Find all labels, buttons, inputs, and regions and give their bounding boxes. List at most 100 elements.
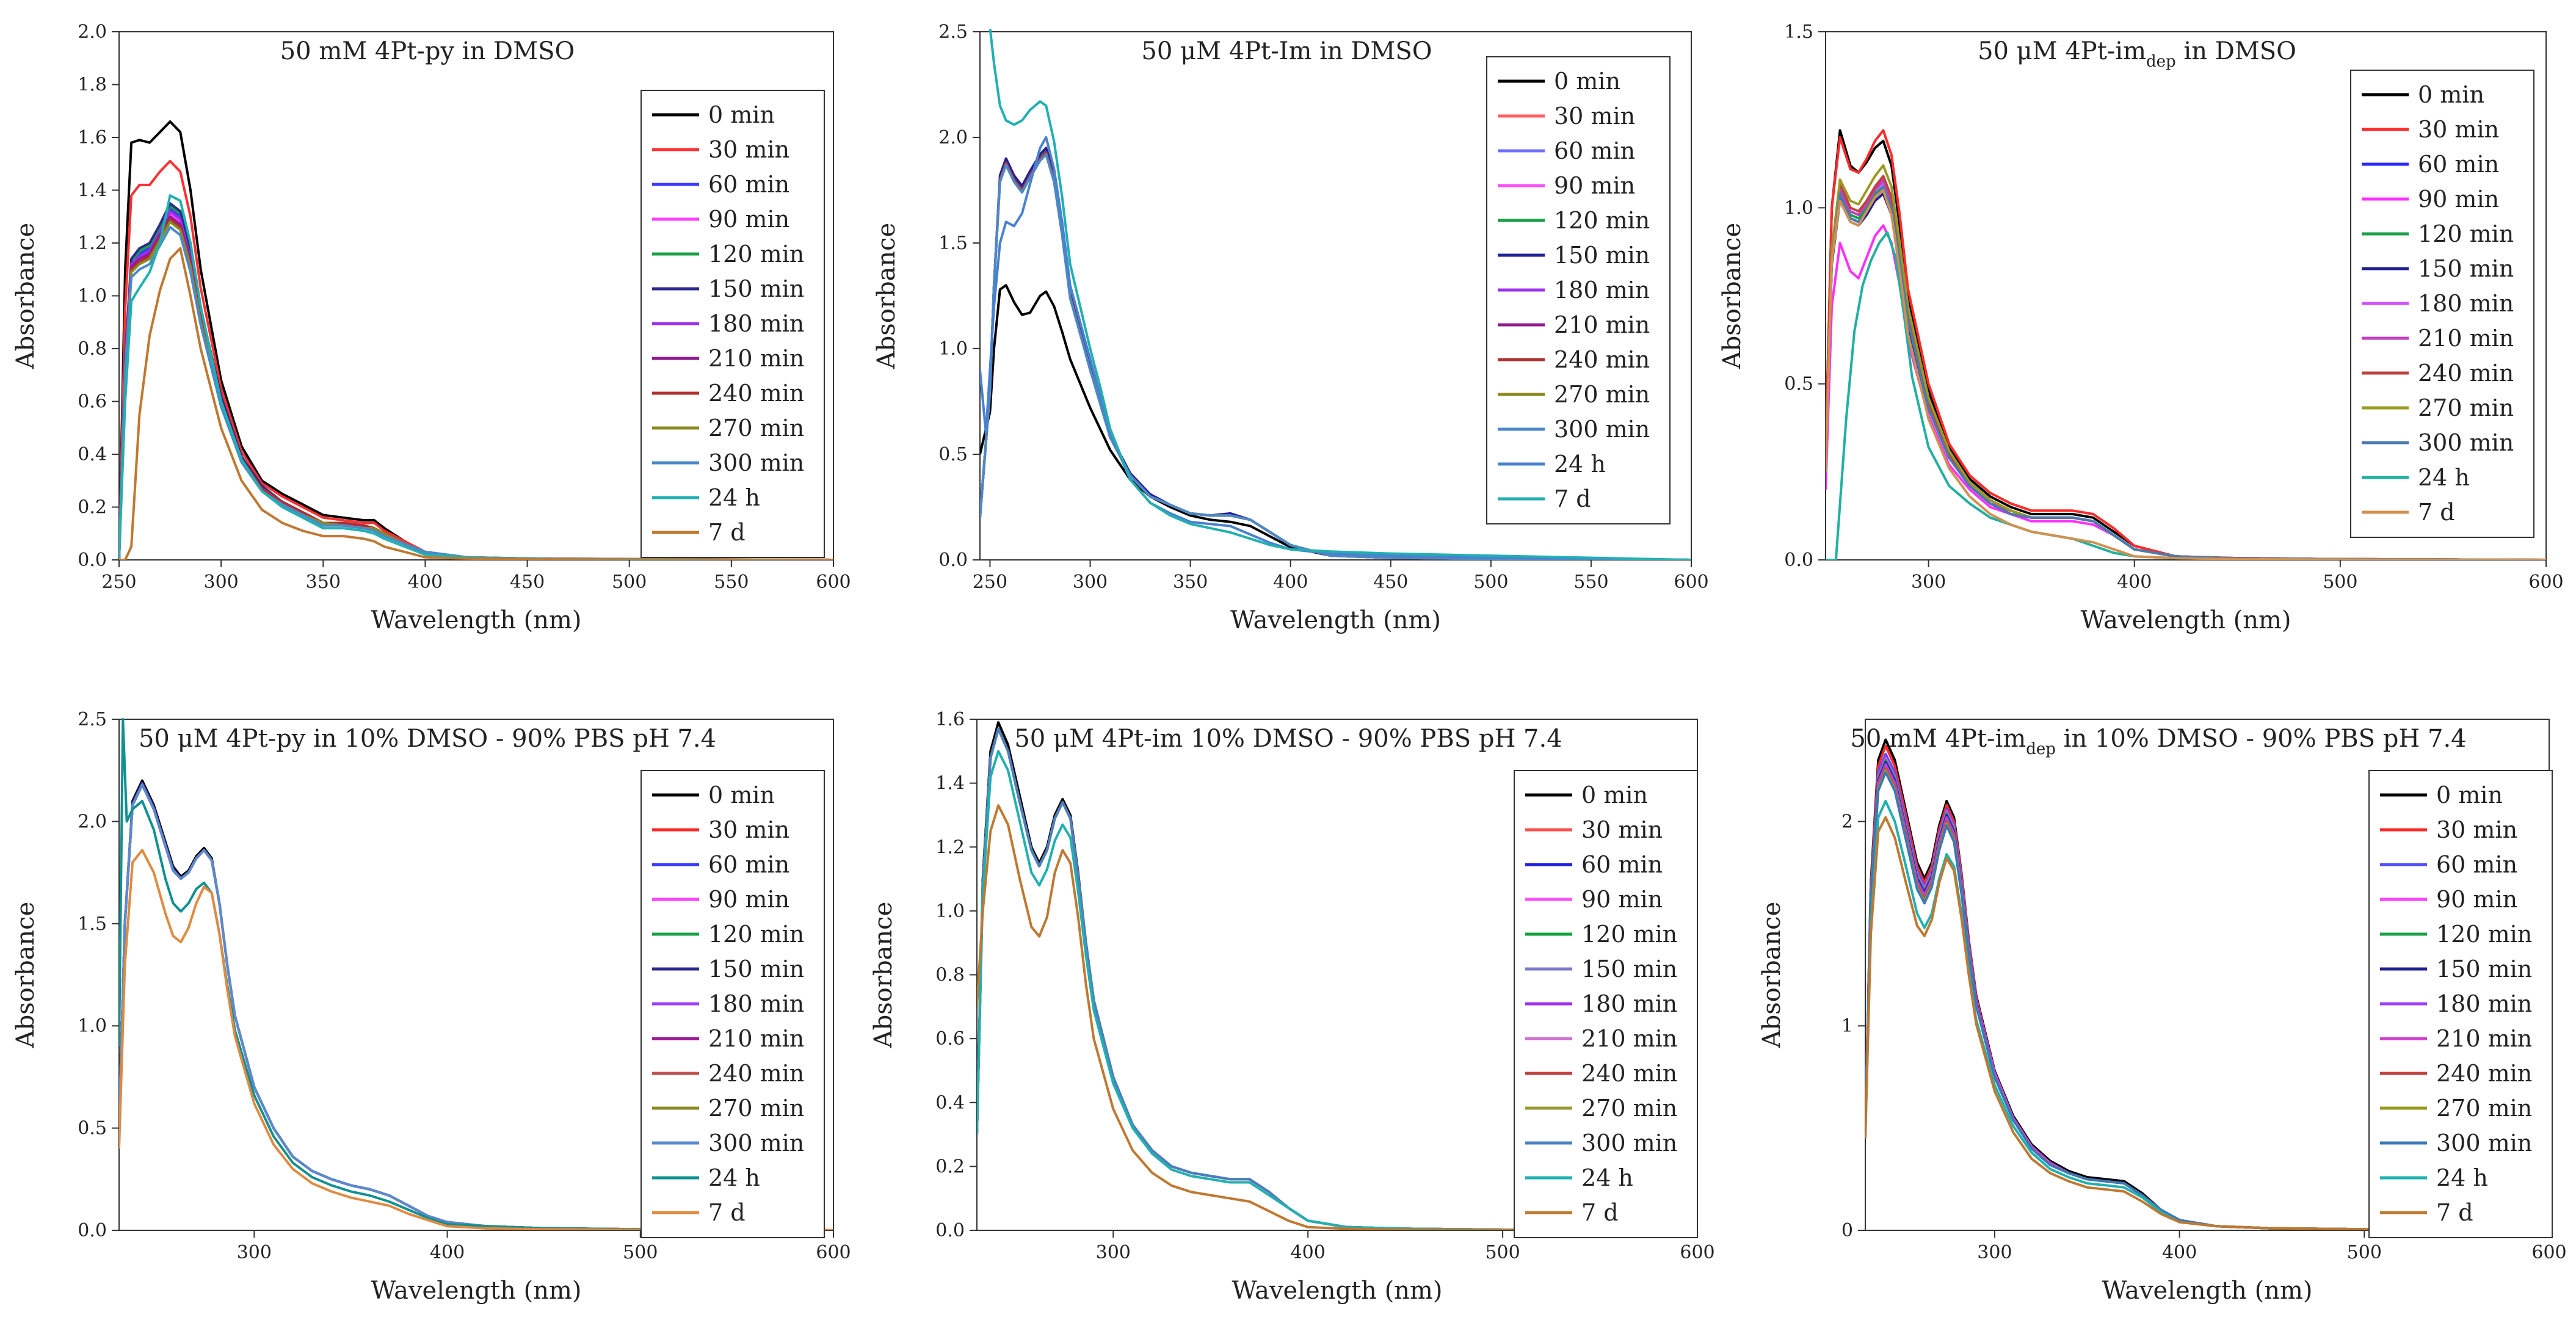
legend-entry: 0 min: [1554, 68, 1620, 95]
x-tick-label: 500: [1485, 1242, 1520, 1263]
legend-entry: 60 min: [2436, 851, 2517, 878]
legend-entry: 7 d: [1581, 1199, 1619, 1226]
y-tick-label: 1.0: [78, 1015, 107, 1037]
legend-entry: 270 min: [1554, 381, 1650, 408]
y-tick-label: 0.8: [935, 965, 965, 986]
x-tick-label: 300: [237, 1242, 272, 1263]
legend-entry: 30 min: [708, 136, 789, 163]
y-tick-label: 2.5: [78, 709, 107, 730]
legend-entry: 240 min: [1554, 346, 1650, 373]
legend-entry: 150 min: [708, 275, 804, 302]
x-axis-label: Wavelength (nm): [1232, 1277, 1442, 1305]
y-tick-label: 2.5: [938, 21, 968, 43]
legend-entry: 24 h: [708, 484, 760, 511]
x-tick-label: 300: [1977, 1242, 2012, 1263]
y-tick-label: 1.2: [78, 233, 107, 254]
x-tick-label: 500: [612, 571, 647, 593]
y-tick-label: 0.0: [78, 550, 107, 571]
y-tick-label: 0.4: [935, 1092, 965, 1114]
legend-entry: 24 h: [1581, 1164, 1633, 1191]
x-tick-label: 500: [623, 1242, 658, 1263]
y-tick-label: 2.0: [78, 811, 107, 832]
chart-title: 50 mM 4Pt-imdep in 10% DMSO - 90% PBS pH…: [1850, 725, 2466, 758]
x-axis-label: Wavelength (nm): [1230, 606, 1441, 634]
x-tick-label: 400: [1273, 571, 1308, 593]
legend-entry: 300 min: [2418, 429, 2514, 456]
x-tick-label: 250: [973, 571, 1007, 593]
series-line-12: [977, 750, 1697, 1230]
chart-title: 50 μM 4Pt-py in 10% DMSO - 90% PBS pH 7.…: [139, 725, 716, 753]
y-axis-label: Absorbance: [12, 223, 40, 370]
y-tick-label: 0.0: [938, 550, 968, 571]
legend-entry: 180 min: [708, 310, 804, 337]
y-tick-label: 0.2: [78, 497, 107, 518]
x-tick-label: 600: [1680, 1242, 1714, 1263]
legend-entry: 120 min: [2436, 921, 2532, 948]
series-line-2: [1826, 129, 2546, 560]
legend-entry: 210 min: [708, 1025, 804, 1052]
x-tick-label: 400: [2117, 571, 2152, 593]
series-group: [119, 120, 833, 560]
legend-entry: 30 min: [1554, 103, 1635, 129]
y-tick-label: 0.6: [78, 391, 107, 413]
x-tick-label: 450: [1373, 571, 1408, 593]
series-group: [977, 721, 1697, 1230]
y-tick-label: 1.5: [938, 233, 968, 254]
y-tick-label: 1.4: [78, 180, 107, 201]
y-tick-label: 0: [1841, 1220, 1853, 1241]
legend-entry: 30 min: [2418, 116, 2499, 143]
legend-entry: 300 min: [708, 449, 804, 476]
legend-entry: 240 min: [708, 1060, 804, 1087]
legend-entry: 270 min: [708, 1095, 804, 1122]
legend-entry: 60 min: [708, 851, 789, 878]
legend-entry: 210 min: [1554, 311, 1650, 338]
y-tick-label: 1: [1841, 1015, 1853, 1037]
legend: 0 min 30 min 60 min 90 min 120 min 150 min 180…: [1514, 770, 1698, 1238]
y-tick-label: 1.6: [935, 709, 965, 730]
series-group: [980, 29, 1691, 560]
x-axis-label: Wavelength (nm): [2080, 606, 2291, 634]
series-line-11: [1865, 771, 2549, 1230]
plot-frame: [979, 31, 1692, 561]
legend-entry: 24 h: [708, 1164, 760, 1191]
legend-entry: 24 h: [2418, 464, 2470, 491]
y-tick-label: 1.4: [935, 773, 965, 794]
series-line-12: [1865, 799, 2549, 1230]
legend-entry: 60 min: [2418, 151, 2499, 178]
x-tick-label: 300: [204, 571, 239, 593]
x-tick-label: 350: [1173, 571, 1208, 593]
legend-entry: 210 min: [708, 345, 804, 372]
x-tick-label: 400: [2162, 1242, 2197, 1263]
legend-entry: 0 min: [2436, 782, 2503, 808]
legend-entry: 90 min: [1581, 886, 1663, 913]
x-tick-label: 600: [1674, 571, 1708, 593]
legend-entry: 240 min: [2436, 1060, 2532, 1087]
y-tick-label: 0.5: [1784, 374, 1813, 395]
series-line-13: [119, 849, 833, 1230]
legend-entry: 24 h: [2436, 1164, 2488, 1191]
y-tick-label: 1.0: [935, 901, 965, 922]
series-line-12: [980, 136, 1691, 560]
legend-entry: 90 min: [1554, 172, 1635, 199]
y-axis-label: Absorbance: [1758, 902, 1786, 1049]
chart-panel-5: 300 400 500 600 0.0 0.2 0.4 0.6 0.8 1.0 1.2 1.4 1.6 W…: [869, 709, 1715, 1305]
legend-entry: 210 min: [2418, 325, 2514, 352]
chart-panel-3: 300 400 500 600 0.0 0.5 1.0 1.5 Wavelength (nm) A…: [1718, 21, 2564, 634]
chart-panel-4: 300 400 500 600 0.0 0.5 1.0 1.5 2.0 2.5 Wavelength…: [12, 709, 851, 1305]
legend-entry: 7 d: [1554, 485, 1591, 512]
x-axis-label: Wavelength (nm): [371, 1277, 581, 1305]
x-tick-label: 600: [2531, 1242, 2566, 1263]
series-line-1: [980, 284, 1691, 560]
y-tick-label: 1.6: [78, 127, 107, 148]
x-tick-label: 550: [714, 571, 749, 593]
chart-title: 50 μM 4Pt-im 10% DMSO - 90% PBS pH 7.4: [1014, 725, 1562, 753]
legend-entry: 240 min: [708, 380, 804, 407]
legend-entry: 120 min: [1554, 207, 1650, 234]
x-tick-label: 250: [101, 571, 136, 593]
legend-entry: 60 min: [708, 171, 789, 198]
series-group: [1826, 129, 2546, 560]
y-tick-label: 0.5: [78, 1118, 107, 1139]
x-tick-label: 500: [2347, 1242, 2382, 1263]
y-tick-label: 0.5: [938, 444, 968, 465]
